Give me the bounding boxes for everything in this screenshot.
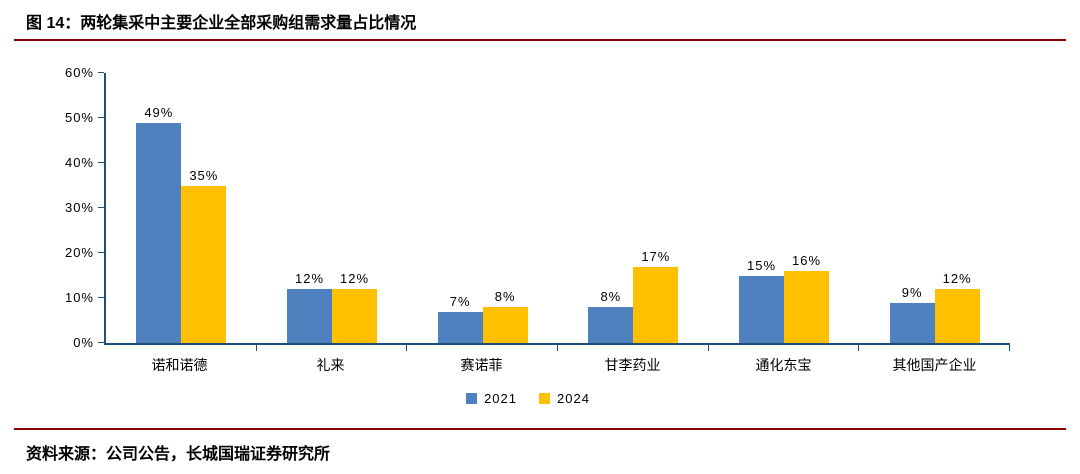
bar-value-label: 17%: [641, 248, 671, 264]
bar-group: 8% 17%: [558, 73, 709, 351]
bar-column-2024: 8%: [482, 289, 528, 343]
chart-row: 0% 10% 20% 30% 40% 50% 60% 49% 35% 12% 12% 7% 8% 8% 1…: [46, 65, 1011, 375]
bar-value-label: 12%: [294, 271, 325, 286]
bar-value-label: 16%: [792, 253, 822, 268]
bar-value-label: 49%: [144, 104, 174, 120]
bar: [588, 307, 634, 343]
bar-group: 7% 8%: [407, 73, 559, 351]
y-axis-tick-label: 10%: [64, 290, 94, 305]
bar: [784, 271, 830, 343]
y-axis-tick-mark: [98, 162, 104, 163]
bar: [633, 266, 679, 343]
bar: [136, 122, 182, 343]
y-axis-tick-mark: [98, 297, 104, 298]
bar-value-label: 35%: [189, 167, 219, 183]
bar-column-2021: 8%: [588, 289, 634, 343]
legend-item-2024: 2024: [539, 391, 590, 406]
x-axis-tick-mark: [1009, 343, 1011, 351]
source-note: 资料来源：公司公告，长城国瑞证券研究所: [26, 446, 331, 463]
plot-column: 49% 35% 12% 12% 7% 8% 8% 17% 15% 16% 9% 12% 诺和诺德 礼来 赛…: [104, 73, 1011, 375]
figure-title: 图 14：两轮集采中主要企业全部采购组需求量占比情况: [26, 15, 417, 32]
bar: [934, 289, 980, 343]
bar-value-label: 15%: [747, 257, 777, 273]
y-axis-tick-label: 60%: [64, 65, 94, 80]
bar-column-2021: 49%: [136, 104, 182, 343]
legend-swatch: [539, 393, 550, 404]
bar-group: 12% 12%: [257, 73, 408, 351]
bar: [739, 275, 785, 343]
x-axis-category-labels: 诺和诺德 礼来 赛诺菲 甘李药业 通化东宝 其他国产企业: [104, 355, 1010, 375]
y-axis-tick-mark: [98, 342, 104, 343]
title-divider: [14, 39, 1066, 41]
chart-legend: 2021 2024: [46, 391, 1010, 406]
y-axis-tick-label: 20%: [64, 245, 94, 260]
y-axis: 0% 10% 20% 30% 40% 50% 60%: [46, 65, 104, 350]
y-axis-tick-label: 50%: [64, 110, 94, 125]
bar: [332, 289, 377, 343]
bar: [287, 289, 332, 343]
y-axis-tick-label: 40%: [64, 155, 94, 170]
bar: [437, 311, 483, 343]
y-axis-tick-mark: [98, 207, 104, 208]
bar: [181, 185, 227, 343]
bar-column-2021: 7%: [437, 293, 483, 343]
legend-item-2021: 2021: [466, 391, 517, 406]
bar-chart: 0% 10% 20% 30% 40% 50% 60% 49% 35% 12% 12% 7% 8% 8% 1…: [46, 65, 1011, 406]
x-axis-category-label: 赛诺菲: [460, 357, 503, 373]
legend-swatch: [466, 393, 478, 404]
x-axis-category-label: 诺和诺德: [151, 357, 208, 373]
bar-value-label: 7%: [449, 293, 471, 309]
x-axis-category-label: 礼来: [316, 357, 345, 373]
plot-area: 49% 35% 12% 12% 7% 8% 8% 17% 15% 16% 9% 12%: [104, 73, 1011, 351]
bar-group: 49% 35%: [106, 73, 257, 351]
bar-value-label: 12%: [942, 271, 972, 286]
bar-value-label: 12%: [339, 271, 370, 286]
bar-group: 9% 12%: [859, 73, 1011, 351]
x-axis-category-label: 甘李药业: [604, 357, 661, 373]
bar-column-2021: 9%: [889, 284, 935, 343]
y-axis-tick-mark: [98, 72, 104, 73]
y-axis-tick-label: 0%: [73, 335, 94, 350]
bar-value-label: 8%: [600, 289, 622, 304]
bar-column-2024: 16%: [784, 253, 830, 343]
legend-label: 2021: [484, 391, 517, 406]
x-axis-tick-mark: [557, 343, 559, 351]
bar-column-2024: 17%: [633, 248, 679, 343]
bar-column-2024: 12%: [934, 271, 980, 343]
bar: [482, 307, 528, 343]
bar-column-2024: 35%: [181, 167, 227, 343]
bar-column-2021: 12%: [287, 271, 332, 343]
footer-divider: [14, 428, 1066, 430]
x-axis-tick-mark: [406, 343, 408, 351]
x-axis-category-label: 通化东宝: [755, 357, 812, 373]
bar: [889, 302, 935, 343]
y-axis-tick-label: 30%: [64, 200, 94, 215]
figure-footer: 资料来源：公司公告，长城国瑞证券研究所: [0, 430, 1080, 474]
bar-value-label: 8%: [494, 289, 516, 304]
y-axis-tick-mark: [98, 117, 104, 118]
bar-column-2024: 12%: [332, 271, 377, 343]
x-axis-tick-mark: [255, 343, 257, 351]
bar-group: 15% 16%: [709, 73, 860, 351]
legend-label: 2024: [557, 391, 590, 406]
bar-value-label: 9%: [901, 284, 923, 300]
x-axis-category-label: 其他国产企业: [892, 357, 977, 373]
y-axis-tick-mark: [98, 252, 104, 253]
figure-header: 图 14：两轮集采中主要企业全部采购组需求量占比情况: [0, 0, 1080, 39]
bar-column-2021: 15%: [739, 257, 785, 343]
x-axis-tick-mark: [707, 343, 709, 351]
x-axis-tick-mark: [858, 343, 860, 351]
